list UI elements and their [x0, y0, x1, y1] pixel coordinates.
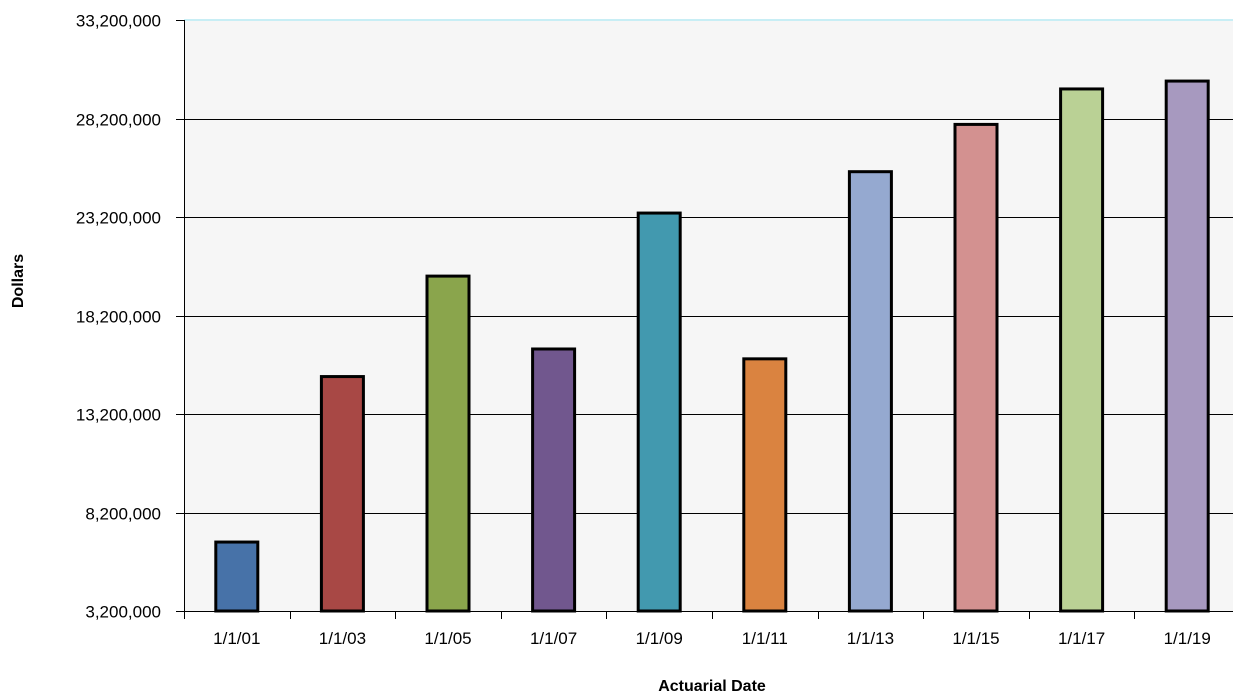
bar-1/1/15: [953, 122, 999, 613]
x-tick-label: 1/1/13: [847, 629, 894, 648]
bar-1/1/03: [319, 375, 365, 613]
y-tick-label: 23,200,000: [76, 209, 161, 228]
x-tick-label: 1/1/03: [319, 629, 366, 648]
x-axis-title: Actuarial Date: [658, 678, 766, 694]
y-tick-label: 33,200,000: [76, 12, 161, 31]
bar-1/1/01: [214, 540, 260, 613]
bar-1/1/13: [847, 170, 893, 613]
bar-1/1/17: [1059, 87, 1105, 613]
x-tick-label: 1/1/09: [636, 629, 683, 648]
y-tick-label: 3,200,000: [85, 603, 161, 622]
x-tick-label: 1/1/17: [1058, 629, 1105, 648]
bar-1/1/09: [636, 211, 682, 613]
x-tick-label: 1/1/11: [742, 629, 788, 648]
bar-1/1/11: [742, 357, 788, 613]
x-tick-label: 1/1/05: [424, 629, 471, 648]
x-tick-label: 1/1/19: [1164, 629, 1211, 648]
x-tick-label: 1/1/07: [530, 629, 577, 648]
y-tick-label: 28,200,000: [76, 111, 161, 130]
bar-1/1/07: [531, 347, 577, 613]
bar-1/1/05: [425, 274, 471, 613]
y-tick-label: 8,200,000: [85, 505, 161, 524]
x-tick-label: 1/1/15: [952, 629, 999, 648]
y-axis-title: Dollars: [10, 254, 27, 308]
y-tick-label: 13,200,000: [76, 406, 161, 425]
x-tick-label: 1/1/01: [213, 629, 260, 648]
bar-1/1/19: [1164, 79, 1210, 613]
y-tick-label: 18,200,000: [76, 308, 161, 327]
